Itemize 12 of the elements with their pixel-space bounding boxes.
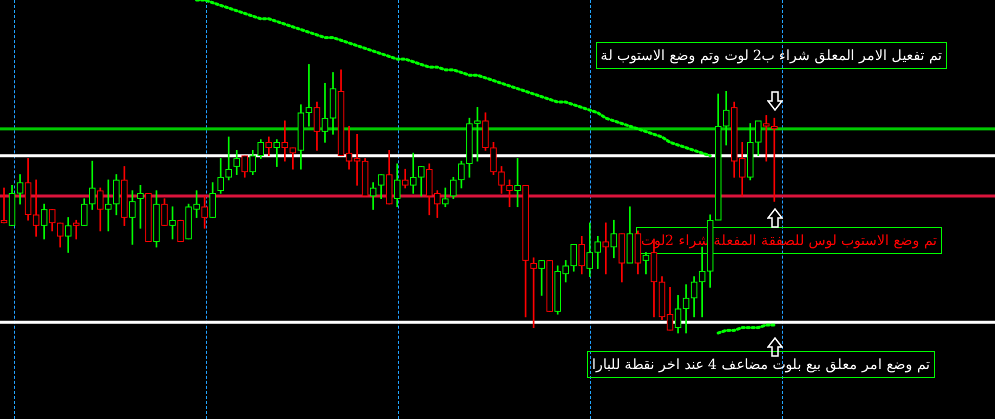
- text: تم وضع امر معلق بيع بلوت مضاعف 4 عند اخر نقطة للبارا: [587, 351, 935, 378]
- text: تم تفعيل الامر المعلق شراء ب2 لوت وتم وضع الاستوب لة: [596, 42, 947, 69]
- candlestick: [346, 126, 352, 170]
- candlestick: [306, 64, 312, 127]
- candlestick: [474, 107, 481, 162]
- candlestick: [137, 184, 144, 229]
- candlestick: [169, 206, 176, 240]
- candlestick: [354, 134, 360, 186]
- candlestick: [506, 180, 513, 208]
- candlestick: [682, 284, 690, 334]
- candlestick: [322, 82, 328, 143]
- candlestick: [514, 158, 521, 208]
